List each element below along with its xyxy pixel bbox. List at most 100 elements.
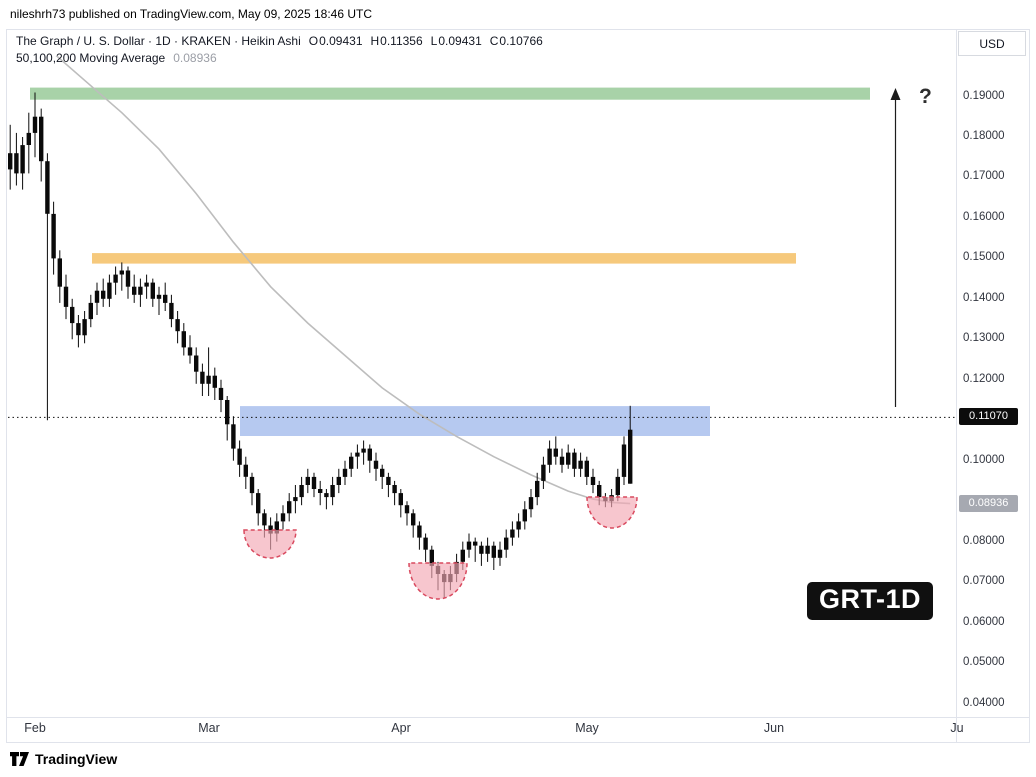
low-label: L [430,34,438,48]
candle [355,452,360,457]
price-axis-label: 0.16000 [963,211,1005,223]
candle [256,493,261,514]
candle [305,476,310,485]
footer-brand-label[interactable]: TradingView [35,751,118,767]
candle [45,161,50,214]
candle [386,476,391,485]
candle [535,480,540,498]
candle [200,371,205,384]
candle [559,456,565,465]
candle [318,489,323,493]
candle [510,529,515,538]
tradingview-logo-icon[interactable] [10,752,29,766]
candle [417,525,422,538]
candle [175,319,180,332]
candle [218,387,224,400]
candle [94,290,100,303]
candle [113,274,118,283]
candle [336,476,341,485]
level-band-resistance-mid [92,253,796,264]
price-axis-label: 0.10000 [963,454,1005,466]
open-value: 0.09431 [319,34,363,48]
candle [51,213,56,259]
rounded-bottom-arc [408,562,468,600]
symbol-title[interactable]: The Graph / U. S. Dollar · 1D · KRAKEN ·… [16,34,301,48]
candle [553,448,558,457]
candle [485,545,490,554]
candle [423,537,428,550]
high-value: 0.11356 [380,34,423,48]
candle [621,444,627,477]
footer: TradingView [10,751,117,767]
candle [411,513,416,526]
candle [225,400,230,425]
attribution-text: nileshrh73 published on TradingView.com,… [10,7,372,21]
candle [163,294,168,303]
price-axis-label: 0.04000 [963,697,1005,709]
candle [39,116,44,162]
candle [26,132,31,145]
price-axis-label: 0.13000 [963,332,1005,344]
candle [572,452,577,469]
price-axis-label: 0.14000 [963,292,1005,304]
candle [8,153,13,170]
candle [187,347,193,356]
candle [181,331,186,348]
candle [132,286,137,295]
price-axis-label: 0.07000 [963,575,1005,587]
candle [63,286,69,307]
moving-average-line [55,56,631,505]
candle [479,545,484,554]
price-axis-label: 0.06000 [963,616,1005,628]
time-axis-label: Jun [763,721,785,735]
indicator-legend-row[interactable]: 50,100,200 Moving Average 0.08936 [16,51,543,65]
symbol-watermark-label: GRT-1D [807,582,934,620]
price-axis-label: 0.12000 [963,373,1005,385]
candle [349,456,354,469]
candle [628,429,633,484]
candle [330,485,335,498]
candle [249,476,255,494]
level-band-resistance-upper [30,87,870,100]
candle [528,497,534,510]
candle [212,375,217,388]
symbol-legend-row[interactable]: The Graph / U. S. Dollar · 1D · KRAKEN ·… [16,34,543,48]
candle [14,153,19,174]
candle [76,323,81,336]
candle [280,513,286,522]
currency-toggle-button[interactable]: USD [958,31,1026,56]
open-label: O [308,34,319,48]
candle [101,290,106,299]
candle [324,493,329,498]
price-axis-label: 0.08000 [963,535,1005,547]
candle [566,452,571,465]
candle [274,521,279,534]
candle [361,448,366,453]
close-label: C [489,34,499,48]
time-axis-label: Feb [24,721,46,735]
candle [380,468,385,477]
indicator-label: 50,100,200 Moving Average [16,51,166,65]
candle [584,460,589,477]
time-axis[interactable]: Feb Mar Apr May Jun Ju [0,721,1036,739]
candle [597,485,602,498]
rounded-bottom-arc [243,529,297,559]
candle [262,513,267,526]
time-axis-label: Ju [950,721,964,735]
candle [404,505,410,514]
candle [57,258,62,287]
rounded-bottom-arc [586,496,638,529]
candle [82,319,87,336]
high-label: H [370,34,380,48]
time-axis-label: May [575,721,599,735]
candle [206,375,211,384]
price-axis[interactable]: 0.19000 0.18000 0.17000 0.16000 0.15000 0.140… [963,0,1035,760]
candle [70,306,75,324]
low-value: 0.09431 [438,34,482,48]
candle [144,282,149,287]
candle [107,282,112,299]
candle [541,464,546,481]
candle [590,476,596,485]
